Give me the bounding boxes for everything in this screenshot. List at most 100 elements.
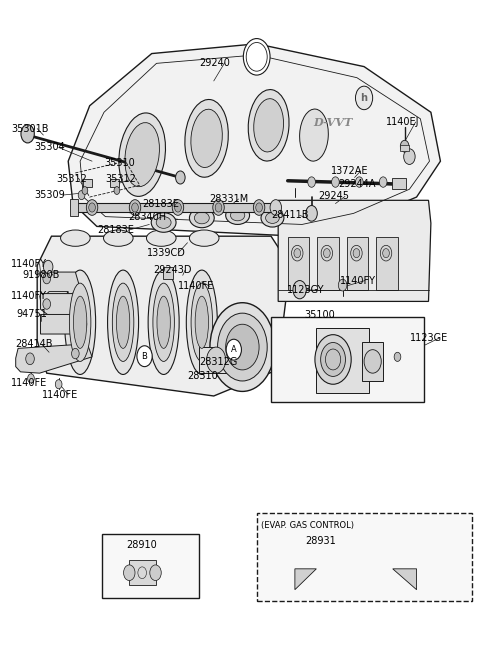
Circle shape	[129, 200, 141, 215]
Circle shape	[206, 347, 226, 373]
Circle shape	[394, 352, 401, 362]
Ellipse shape	[157, 296, 170, 348]
Text: 35100: 35100	[304, 310, 335, 320]
Text: 35312: 35312	[106, 174, 136, 185]
Bar	[316, 328, 369, 393]
Circle shape	[132, 203, 138, 212]
Polygon shape	[37, 236, 290, 396]
Ellipse shape	[261, 209, 284, 227]
Ellipse shape	[190, 230, 219, 246]
Circle shape	[321, 343, 346, 377]
Ellipse shape	[195, 296, 208, 348]
Circle shape	[293, 280, 306, 299]
Text: h: h	[360, 93, 368, 103]
Text: D-VVT: D-VVT	[313, 117, 353, 128]
Text: 29243D: 29243D	[153, 265, 192, 275]
Circle shape	[26, 353, 34, 365]
Ellipse shape	[248, 90, 289, 161]
Text: 28183E: 28183E	[142, 198, 179, 208]
Text: 1339CD: 1339CD	[147, 248, 186, 258]
Circle shape	[123, 565, 135, 580]
Circle shape	[213, 200, 224, 215]
Text: 1140FE: 1140FE	[42, 390, 78, 400]
Text: 28312G: 28312G	[199, 357, 238, 367]
Bar	[129, 560, 156, 585]
Polygon shape	[295, 569, 316, 590]
Circle shape	[321, 246, 333, 261]
Text: 1140EJ: 1140EJ	[385, 117, 419, 127]
Circle shape	[243, 39, 270, 75]
Bar	[70, 199, 78, 216]
Circle shape	[291, 246, 303, 261]
Text: 28340H: 28340H	[128, 212, 166, 222]
Text: 1140FY: 1140FY	[11, 291, 47, 301]
Ellipse shape	[125, 122, 159, 187]
Circle shape	[380, 246, 392, 261]
Circle shape	[351, 246, 362, 261]
Text: (EVAP. GAS CONTROL): (EVAP. GAS CONTROL)	[262, 521, 354, 531]
Polygon shape	[68, 44, 441, 236]
Circle shape	[78, 191, 85, 200]
Circle shape	[306, 206, 317, 221]
Text: 28310: 28310	[188, 371, 218, 381]
Text: 1140FE: 1140FE	[178, 282, 214, 291]
Bar	[288, 238, 309, 290]
Circle shape	[332, 177, 339, 187]
Ellipse shape	[226, 206, 250, 225]
Circle shape	[72, 348, 79, 359]
Text: 1140FE: 1140FE	[11, 378, 47, 388]
Ellipse shape	[73, 296, 87, 348]
Polygon shape	[393, 569, 417, 590]
Bar	[163, 267, 173, 278]
Circle shape	[21, 124, 34, 143]
Circle shape	[324, 249, 330, 257]
Text: 28411B: 28411B	[271, 210, 309, 220]
Circle shape	[175, 203, 181, 212]
Circle shape	[256, 203, 263, 212]
Circle shape	[89, 203, 96, 212]
Text: 1123GY: 1123GY	[287, 286, 324, 295]
Text: 94751: 94751	[17, 309, 48, 320]
Text: 28931: 28931	[305, 536, 336, 546]
Circle shape	[383, 249, 389, 257]
Circle shape	[308, 177, 315, 187]
Ellipse shape	[265, 212, 279, 223]
Ellipse shape	[108, 270, 139, 375]
Text: 1140FY: 1140FY	[340, 276, 376, 286]
Bar	[84, 179, 92, 187]
Circle shape	[226, 339, 241, 360]
Circle shape	[356, 177, 363, 187]
Bar	[317, 238, 339, 290]
Ellipse shape	[191, 109, 222, 168]
Bar	[271, 317, 424, 402]
Circle shape	[270, 200, 281, 215]
Circle shape	[55, 380, 62, 389]
Bar	[400, 145, 409, 151]
Ellipse shape	[60, 230, 90, 246]
Circle shape	[215, 203, 222, 212]
Text: 1140FY: 1140FY	[11, 259, 47, 269]
Text: A: A	[231, 345, 237, 354]
Text: 28910: 28910	[126, 540, 157, 550]
Ellipse shape	[148, 270, 179, 375]
Polygon shape	[40, 293, 80, 316]
Circle shape	[82, 187, 88, 195]
Text: B: B	[142, 352, 147, 361]
Text: 28414B: 28414B	[16, 339, 53, 350]
Ellipse shape	[153, 283, 174, 362]
Text: 35304: 35304	[35, 143, 66, 153]
Ellipse shape	[194, 212, 209, 224]
Ellipse shape	[151, 213, 176, 233]
Ellipse shape	[156, 217, 171, 229]
Text: 35312: 35312	[56, 174, 87, 185]
Bar	[362, 342, 383, 381]
Circle shape	[43, 299, 50, 309]
Circle shape	[379, 177, 387, 187]
Ellipse shape	[116, 296, 130, 348]
Text: 28331M: 28331M	[209, 194, 248, 204]
Ellipse shape	[65, 270, 96, 375]
Circle shape	[43, 260, 53, 273]
Circle shape	[150, 565, 161, 580]
Circle shape	[43, 273, 50, 284]
Circle shape	[78, 318, 87, 330]
